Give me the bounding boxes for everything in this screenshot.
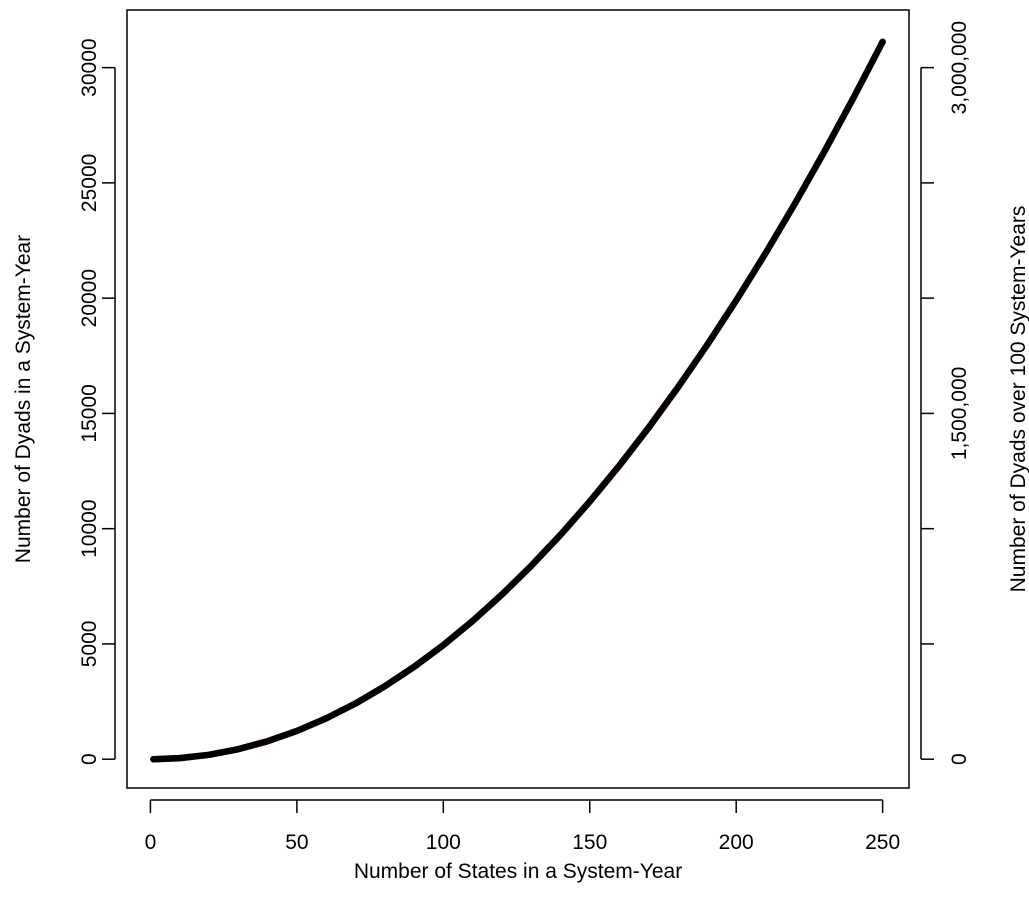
x-axis: 0 50 100 150 200 250 xyxy=(145,799,900,854)
x-tick-label: 100 xyxy=(426,831,461,854)
y-tick-left-label: 0 xyxy=(78,753,101,765)
y-axis-right-title: Number of Dyads over 100 System-Years xyxy=(1007,206,1029,593)
x-tick-label: 50 xyxy=(285,831,308,854)
y-axis-left-title: Number of Dyads in a System-Year xyxy=(12,235,35,563)
y-tick-left-label: 15000 xyxy=(78,384,101,442)
y-tick-right-label: 0 xyxy=(948,753,971,765)
y-tick-left-label: 25000 xyxy=(78,154,101,212)
x-axis-title: Number of States in a System-Year xyxy=(354,860,682,883)
series-layer xyxy=(150,38,886,763)
y-tick-right-label: 1,500,000 xyxy=(948,367,971,460)
y-tick-left-label: 20000 xyxy=(78,269,101,327)
x-tick-label: 200 xyxy=(719,831,754,854)
series-line-black xyxy=(150,38,886,763)
x-tick-label: 150 xyxy=(572,831,607,854)
y-axis-right: 0 1,500,000 3,000,000 xyxy=(920,21,971,765)
x-tick-label: 0 xyxy=(145,831,157,854)
y-tick-left-label: 10000 xyxy=(78,499,101,557)
y-tick-right-label: 3,000,000 xyxy=(948,21,971,114)
x-tick-label: 250 xyxy=(865,831,900,854)
series-line-red xyxy=(150,384,681,763)
y-axis-left: 0 5000 10000 15000 20000 25000 30000 xyxy=(78,38,116,765)
y-tick-left-label: 30000 xyxy=(78,38,101,96)
y-tick-left-label: 5000 xyxy=(78,621,101,668)
plot-frame xyxy=(126,9,910,789)
